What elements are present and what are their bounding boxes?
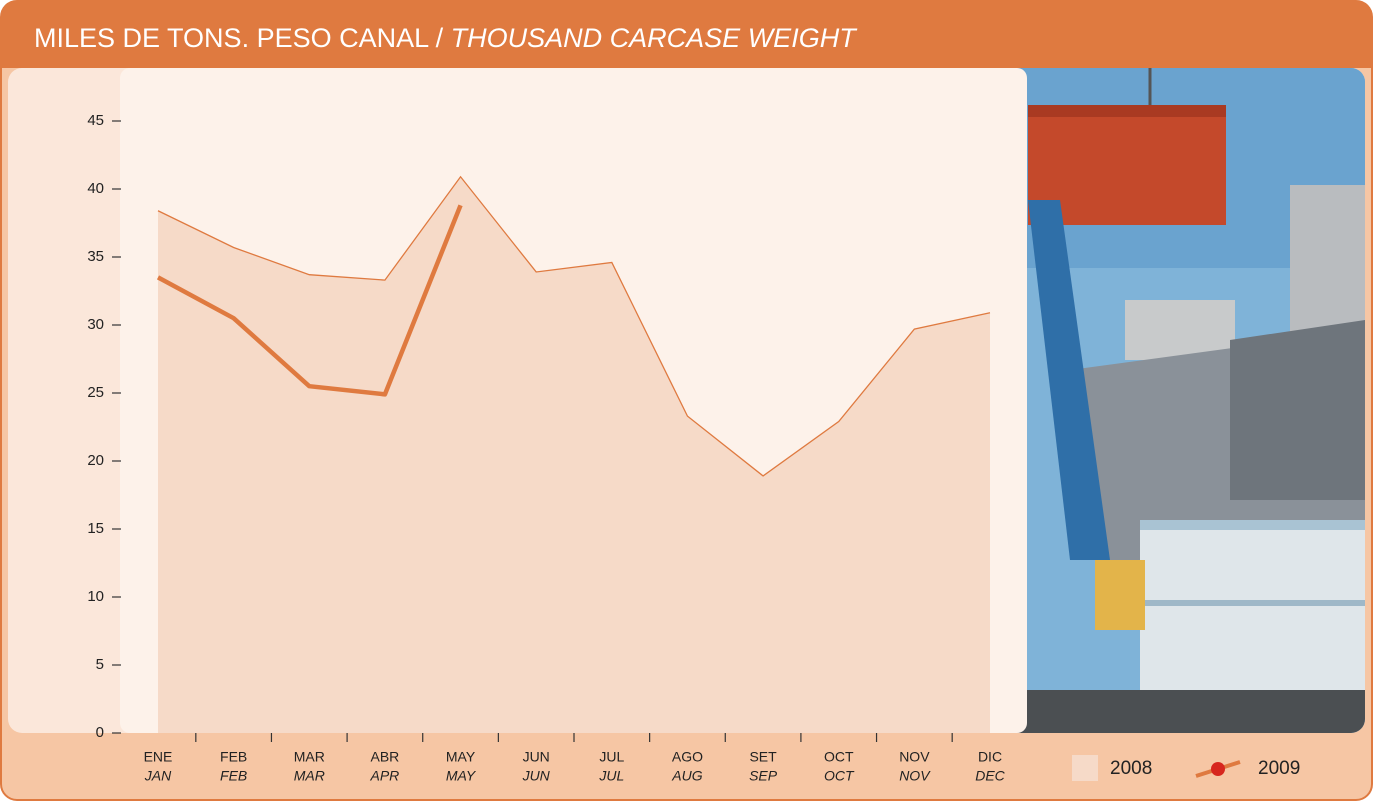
x-tick-label-en: OCT bbox=[824, 768, 855, 784]
title-en: THOUSAND CARCASE WEIGHT bbox=[451, 23, 859, 53]
legend-label: 2008 bbox=[1110, 758, 1152, 779]
chart-title: MILES DE TONS. PESO CANAL / THOUSAND CAR… bbox=[34, 23, 858, 53]
x-tick-label-en: DEC bbox=[975, 768, 1005, 784]
legend-dot bbox=[1211, 762, 1225, 776]
y-tick-label: 40 bbox=[87, 180, 104, 197]
x-tick-label-en: NOV bbox=[899, 768, 931, 784]
title-es: MILES DE TONS. PESO CANAL / bbox=[34, 23, 444, 53]
x-tick-label-en: SEP bbox=[749, 768, 778, 784]
x-tick-label-en: MAR bbox=[294, 768, 325, 784]
x-tick-label: AGO bbox=[672, 749, 703, 765]
y-tick-label: 25 bbox=[87, 384, 104, 401]
y-tick-label: 10 bbox=[87, 588, 104, 605]
x-tick-label: OCT bbox=[824, 749, 854, 765]
x-tick-label-en: FEB bbox=[220, 768, 247, 784]
photo bbox=[1000, 68, 1365, 733]
x-tick-label: MAY bbox=[446, 749, 476, 765]
line-2009 bbox=[156, 204, 463, 397]
area-2008-outline bbox=[157, 175, 991, 477]
x-tick-label-en: JAN bbox=[144, 768, 172, 784]
x-tick-label-en: JUL bbox=[598, 768, 624, 784]
legend-label: 2009 bbox=[1258, 758, 1300, 779]
y-tick-label: 45 bbox=[87, 112, 104, 129]
x-tick-label: FEB bbox=[220, 749, 247, 765]
y-tick-label: 30 bbox=[87, 316, 104, 333]
y-tick-label: 5 bbox=[96, 656, 104, 673]
legend-swatch bbox=[1072, 755, 1098, 781]
y-tick-label: 20 bbox=[87, 452, 104, 469]
x-tick-label: JUN bbox=[523, 749, 550, 765]
x-tick-label: MAR bbox=[294, 749, 325, 765]
y-tick-label: 35 bbox=[87, 248, 104, 265]
x-tick-label-en: APR bbox=[370, 768, 400, 784]
x-tick-label-en: MAY bbox=[446, 768, 477, 784]
x-tick-label: ABR bbox=[371, 749, 400, 765]
x-tick-label: JUL bbox=[599, 749, 624, 765]
x-tick-label: ENE bbox=[144, 749, 173, 765]
y-tick-label: 15 bbox=[87, 520, 104, 537]
x-tick-label: SET bbox=[749, 749, 777, 765]
x-tick-label: NOV bbox=[899, 749, 930, 765]
area-2008 bbox=[158, 176, 990, 733]
header-band bbox=[1, 1, 1372, 68]
x-tick-label-en: JUN bbox=[522, 768, 551, 784]
x-tick-label-en: AUG bbox=[671, 768, 702, 784]
y-tick-label: 0 bbox=[96, 724, 104, 741]
x-tick-label: DIC bbox=[978, 749, 1002, 765]
